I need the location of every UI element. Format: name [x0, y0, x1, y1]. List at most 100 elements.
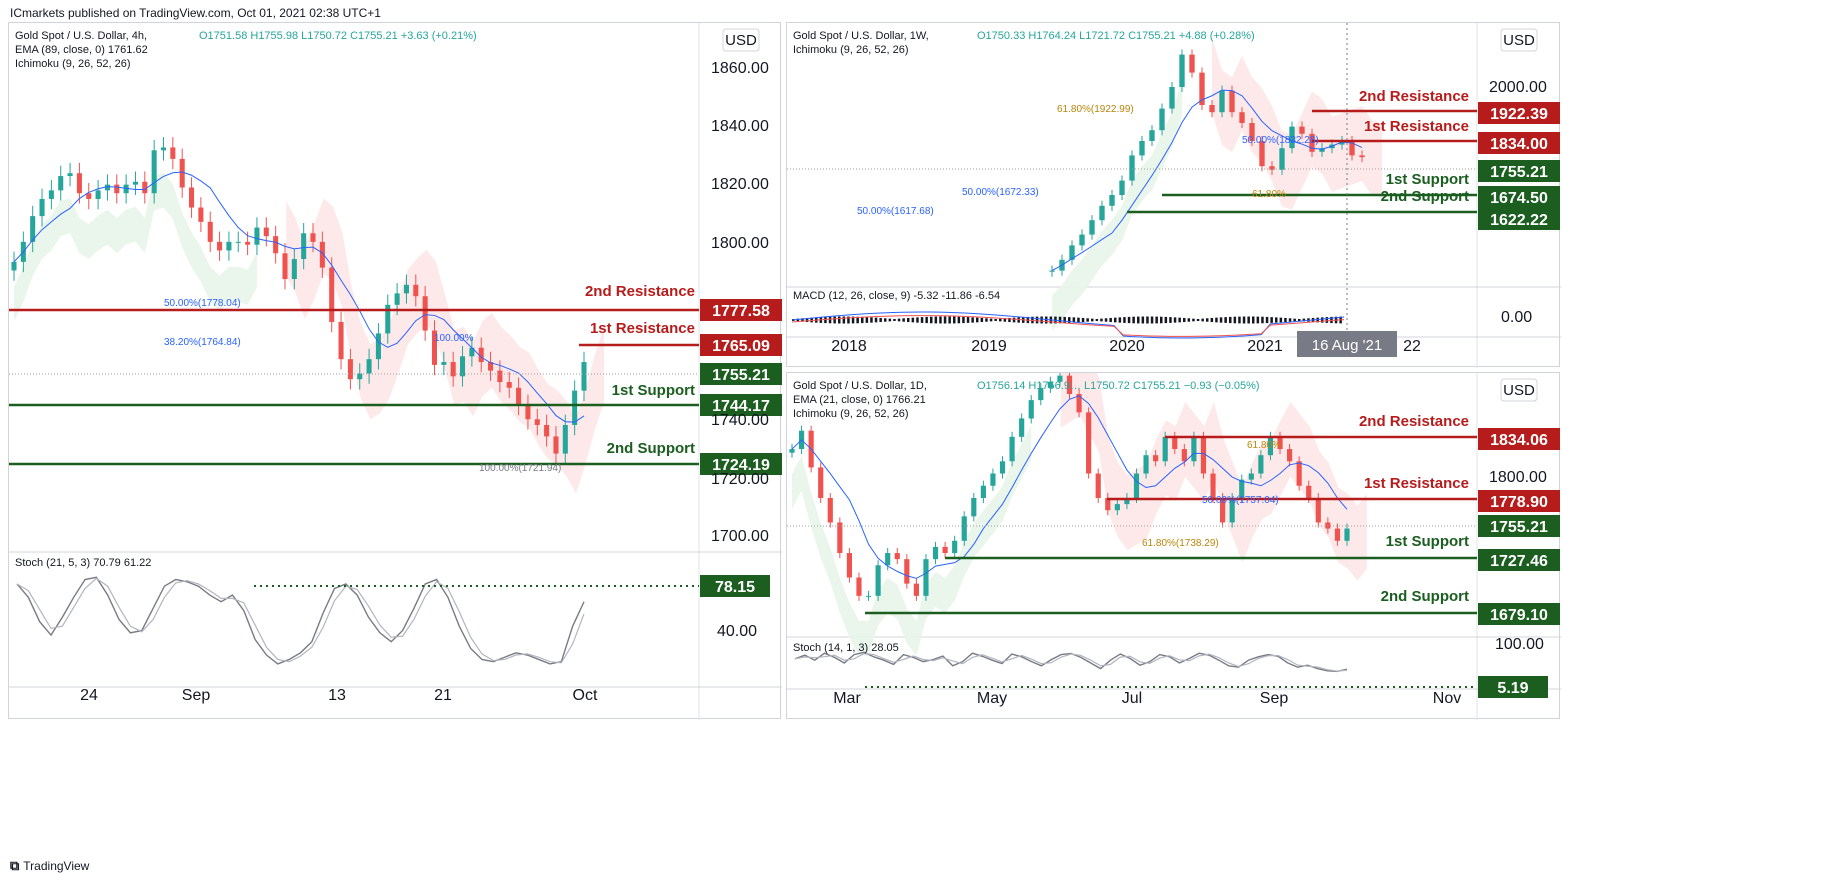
fib-label: 50.00%(1672.33) — [962, 187, 1039, 198]
macd-histogram-bar — [1081, 317, 1085, 323]
candle-body — [990, 473, 996, 486]
candle-body — [1169, 87, 1175, 109]
macd-histogram-bar — [1288, 318, 1292, 322]
stoch-level-value: 5.19 — [1497, 680, 1528, 697]
candle-body — [1139, 141, 1145, 156]
price-badge-value: 1674.50 — [1490, 190, 1548, 207]
candle-body — [1258, 455, 1264, 474]
candle-body — [1334, 528, 1341, 541]
price-badge — [700, 334, 782, 356]
chart-panel-weekly[interactable]: 2nd Resistance 1922.39 1st Resistance 1834.… — [786, 22, 1561, 368]
x-tick-label: Sep — [182, 687, 211, 704]
chart-title: Gold Spot / U.S. Dollar, 1D, — [793, 380, 927, 392]
macd-histogram-bar — [1173, 317, 1177, 323]
macd-histogram-bar — [1137, 316, 1140, 324]
macd-histogram-bar — [934, 316, 938, 324]
candle-body — [942, 546, 948, 554]
macd-histogram-bar — [842, 316, 846, 324]
macd-histogram-bar — [1035, 316, 1039, 324]
candle-body — [1124, 497, 1130, 505]
macd-histogram-bar — [1321, 317, 1324, 323]
macd-histogram-bar — [801, 318, 804, 322]
chart-panel-4h[interactable]: 2nd Resistance 1777.58 1st Resistance 1765.… — [8, 22, 782, 720]
macd-histogram-bar — [1114, 317, 1117, 323]
candle-body — [1079, 234, 1085, 246]
candle-body — [1099, 205, 1105, 221]
macd-histogram-bar — [1164, 316, 1168, 324]
price-badge-value: 1622.22 — [1490, 212, 1548, 229]
macd-histogram-bar — [1192, 318, 1195, 322]
candle-body — [207, 221, 213, 242]
price-badge-value: 1834.06 — [1490, 432, 1548, 449]
price-badge-value: 1724.19 — [712, 457, 770, 474]
macd-histogram-bar — [1265, 316, 1269, 324]
candle-body — [1319, 148, 1325, 152]
candle-body — [282, 253, 288, 280]
macd-histogram-bar — [1298, 318, 1301, 322]
candle-body — [525, 404, 531, 420]
candle-body — [357, 373, 363, 380]
macd-histogram-bar — [1183, 317, 1186, 323]
macd-histogram-bar — [1091, 318, 1094, 322]
stoch-k-line — [16, 576, 585, 665]
candle-body — [403, 284, 409, 294]
macd-histogram-bar — [907, 317, 910, 323]
chart-daily-svg[interactable]: 2nd Resistance 1834.06 1st Resistance 1778.… — [787, 340, 1561, 720]
macd-histogram-bar — [1077, 317, 1080, 323]
macd-histogram-bar — [994, 318, 997, 322]
fib-label: 61.80% — [1247, 440, 1281, 451]
candle-body — [67, 173, 73, 177]
stoch-legend: Stoch (14, 1, 3) 28.05 — [793, 642, 899, 654]
macd-histogram-bar — [1086, 318, 1089, 322]
candle-body — [189, 187, 195, 208]
macd-histogram-bar — [916, 317, 919, 323]
chart-4h-svg[interactable]: 2nd Resistance 1777.58 1st Resistance 1765.… — [9, 23, 782, 720]
price-badge — [1478, 102, 1560, 124]
candle-body — [1133, 473, 1140, 498]
currency-label: USD — [725, 32, 757, 49]
macd-histogram-bar — [1196, 318, 1200, 322]
candle-body — [1210, 473, 1216, 498]
macd-histogram-bar — [930, 316, 933, 324]
macd-histogram-bar — [888, 318, 892, 322]
indicator-legend: EMA (21, close, 0) 1766.21 — [793, 394, 926, 406]
indicator-legend: Ichimoku (9, 26, 52, 26) — [793, 44, 909, 56]
macd-line — [791, 311, 1345, 339]
moving-average-line — [13, 171, 585, 423]
macd-histogram-bar — [1270, 317, 1273, 323]
x-tick-label: 2019 — [971, 338, 1007, 355]
price-badge-value: 1922.39 — [1490, 106, 1548, 123]
indicator-legend: Ichimoku (9, 26, 52, 26) — [793, 408, 909, 420]
candle-body — [818, 467, 824, 498]
macd-histogram-bar — [1302, 318, 1306, 322]
candle-body — [1153, 455, 1159, 462]
price-badge — [700, 363, 782, 385]
y-tick-label: 1720.00 — [711, 471, 769, 488]
candle-body — [1359, 155, 1365, 158]
macd-histogram-bar — [976, 317, 979, 323]
candle-body — [562, 424, 568, 454]
macd-histogram-bar — [1072, 317, 1076, 323]
macd-histogram-bar — [1252, 316, 1255, 324]
candle-body — [11, 261, 17, 271]
macd-histogram-bar — [971, 317, 974, 323]
chart-weekly-svg[interactable]: 2nd Resistance 1922.39 1st Resistance 1834.… — [787, 23, 1561, 368]
candle-body — [86, 193, 92, 199]
candle-body — [179, 158, 185, 188]
macd-histogram-bar — [1040, 316, 1043, 324]
candle-body — [913, 583, 919, 596]
fib-label: 100.00%(1721.94) — [479, 463, 561, 474]
macd-histogram-bar — [1206, 318, 1209, 322]
currency-box — [1500, 28, 1538, 52]
x-tick-label: 2018 — [831, 338, 867, 355]
macd-histogram-bar — [1068, 317, 1071, 323]
macd-histogram-bar — [1141, 316, 1145, 324]
candle-body — [1344, 528, 1350, 541]
candle-body — [1189, 54, 1195, 73]
candle-body — [506, 382, 512, 388]
candle-body — [1339, 141, 1345, 145]
stoch-level-badge — [1478, 676, 1548, 698]
chart-panel-daily[interactable]: 2nd Resistance 1834.06 1st Resistance 1778.… — [786, 340, 1561, 720]
fib-label: 61.80%(1922.99) — [1057, 104, 1134, 115]
candle-body — [904, 559, 910, 584]
